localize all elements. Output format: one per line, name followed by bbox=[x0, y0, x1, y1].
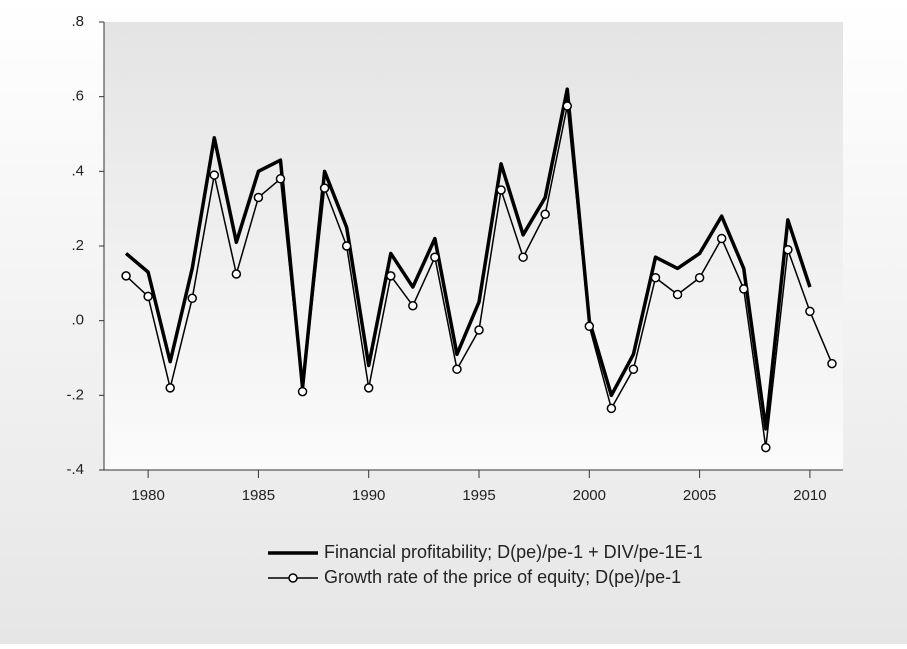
point bbox=[408, 300, 418, 311]
point bbox=[143, 291, 153, 302]
y-tick-label: .6 bbox=[71, 88, 84, 105]
point bbox=[827, 358, 837, 369]
point bbox=[187, 293, 197, 304]
y-tick-label: -.4 bbox=[66, 461, 84, 478]
point bbox=[694, 272, 705, 283]
point bbox=[584, 321, 595, 332]
legend-label: Growth rate of the price of equity; D(pe… bbox=[324, 567, 681, 587]
y-tick-label: .4 bbox=[71, 162, 84, 179]
legend-marker bbox=[288, 573, 298, 583]
point bbox=[518, 252, 528, 262]
point bbox=[474, 325, 484, 335]
x-tick-label: 2010 bbox=[793, 487, 826, 504]
point bbox=[386, 271, 396, 281]
x-tick-label: 1990 bbox=[352, 487, 385, 504]
point bbox=[363, 383, 374, 393]
point bbox=[738, 284, 749, 294]
point bbox=[209, 170, 220, 180]
point bbox=[761, 442, 771, 453]
point bbox=[650, 272, 661, 283]
x-tick-label: 1980 bbox=[131, 487, 164, 504]
x-tick-label: 2000 bbox=[573, 487, 606, 504]
point bbox=[121, 271, 131, 281]
y-tick-label: -.2 bbox=[66, 386, 84, 403]
point bbox=[540, 209, 550, 220]
y-tick-label: .8 bbox=[71, 13, 84, 30]
point bbox=[783, 244, 793, 255]
series-line bbox=[124, 87, 812, 431]
point bbox=[319, 183, 330, 193]
point bbox=[496, 185, 506, 195]
point bbox=[253, 192, 264, 203]
y-tick-label: .0 bbox=[71, 312, 84, 329]
x-tick-label: 2005 bbox=[683, 487, 716, 504]
point bbox=[716, 233, 727, 244]
point bbox=[672, 289, 683, 300]
point bbox=[628, 364, 639, 374]
point bbox=[165, 383, 175, 393]
point bbox=[562, 101, 573, 111]
point bbox=[606, 403, 617, 414]
point bbox=[231, 269, 242, 279]
point bbox=[805, 306, 815, 317]
point bbox=[452, 364, 462, 374]
point bbox=[430, 252, 440, 262]
x-tick-label: 1985 bbox=[242, 487, 275, 504]
x-tick-label: 1995 bbox=[462, 487, 495, 504]
plot-area bbox=[104, 22, 843, 470]
point bbox=[341, 241, 352, 251]
point bbox=[297, 386, 308, 397]
point bbox=[275, 174, 286, 184]
y-tick-label: .2 bbox=[71, 237, 84, 254]
legend-label: Financial profitability; D(pe)/pe-1 + DI… bbox=[324, 542, 703, 562]
